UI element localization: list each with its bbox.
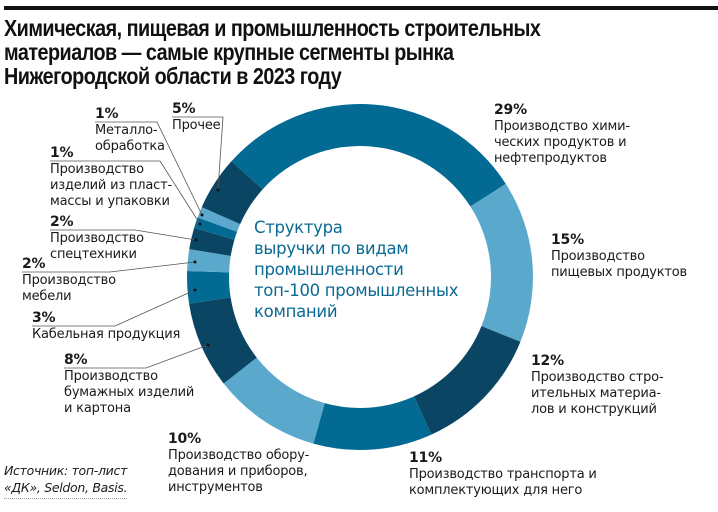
leader-lines bbox=[22, 116, 224, 369]
leader-dot-paper bbox=[206, 343, 210, 347]
label-furniture: 2% Производство мебели bbox=[22, 256, 116, 305]
label-transport-text: Производство транспорта и комплектующих … bbox=[409, 467, 597, 498]
label-transport: 11% Производство транспорта и комплектую… bbox=[409, 450, 597, 499]
label-food-pct: 15% bbox=[551, 232, 584, 248]
label-furniture-pct: 2% bbox=[22, 256, 46, 272]
leader-line-furniture bbox=[22, 261, 196, 273]
label-chemical-text: Производство хими- ческих продуктов и не… bbox=[494, 119, 630, 166]
donut-slice bbox=[189, 227, 235, 256]
label-plastic-text: Производство изделий из пласт- массы и у… bbox=[50, 162, 172, 209]
leader-dot-furniture bbox=[193, 260, 197, 264]
donut-slice bbox=[223, 357, 325, 444]
title-line-1: Химическая, пищевая и промышленность стр… bbox=[4, 15, 541, 41]
donut-slice bbox=[470, 183, 533, 342]
source-note: Источник: топ-лист «ДК», Seldon, Basis. bbox=[4, 462, 128, 499]
label-cable: 3% Кабельная продукция bbox=[32, 310, 180, 343]
label-spectech-text: Производство спецтехники bbox=[50, 231, 144, 262]
label-metal-text: Металло- обработка bbox=[95, 123, 165, 154]
label-equipment-text: Производство обору- дования и приборов, … bbox=[168, 448, 310, 495]
label-paper-text: Производство бумажных изделий и картона bbox=[64, 369, 195, 416]
label-chemical: 29% Производство хими- ческих продуктов … bbox=[494, 102, 630, 167]
label-equipment: 10% Производство обору- дования и прибор… bbox=[168, 431, 309, 496]
leader-dot-cable bbox=[193, 288, 197, 292]
leader-line-other bbox=[172, 116, 224, 191]
label-cable-text: Кабельная продукция bbox=[32, 327, 181, 342]
leader-line-metal bbox=[95, 121, 203, 216]
donut-slice bbox=[187, 270, 231, 304]
leader-line-spectech bbox=[50, 229, 197, 241]
label-plastic: 1% Производство изделий из пласт- массы … bbox=[50, 145, 172, 210]
leader-line-cable bbox=[32, 289, 196, 327]
label-spectech: 2% Производство спецтехники bbox=[50, 214, 144, 263]
label-construction-text: Производство стро- ительных материа- лов… bbox=[531, 370, 664, 417]
donut-slice bbox=[231, 103, 506, 207]
title-line-2: материалов — самые крупные сегменты рынк… bbox=[4, 39, 454, 65]
chart-title: Химическая, пищевая и промышленность стр… bbox=[4, 16, 606, 88]
label-spectech-pct: 2% bbox=[50, 214, 74, 230]
label-cable-pct: 3% bbox=[32, 310, 56, 326]
donut-slices bbox=[187, 103, 533, 450]
donut-slice bbox=[414, 326, 521, 435]
label-paper: 8% Производство бумажных изделий и карто… bbox=[64, 352, 194, 417]
label-other-text: Прочее bbox=[172, 118, 221, 133]
label-equipment-pct: 10% bbox=[168, 431, 201, 447]
label-food-text: Производство пищевых продуктов bbox=[551, 249, 687, 280]
label-other: 5% Прочее bbox=[172, 101, 221, 134]
leader-line-paper bbox=[64, 344, 209, 369]
label-furniture-text: Производство мебели bbox=[22, 273, 116, 304]
donut-slice bbox=[197, 207, 241, 232]
donut-slice bbox=[313, 396, 432, 450]
label-food: 15% Производство пищевых продуктов bbox=[551, 232, 687, 281]
label-metal: 1% Металло- обработка bbox=[95, 106, 165, 155]
leader-dot-other bbox=[216, 188, 220, 192]
label-plastic-pct: 1% bbox=[50, 145, 74, 161]
label-construction-pct: 12% bbox=[531, 353, 564, 369]
leader-dot-plastic bbox=[198, 222, 202, 226]
leader-dot-metal bbox=[200, 213, 204, 217]
label-other-pct: 5% bbox=[172, 101, 196, 117]
label-construction: 12% Производство стро- ительных материа-… bbox=[531, 353, 664, 418]
center-label: Структура выручки по видам промышленност… bbox=[254, 218, 459, 321]
label-transport-pct: 11% bbox=[409, 450, 442, 466]
leader-line-plastic bbox=[50, 160, 201, 225]
donut-slice bbox=[187, 249, 231, 273]
label-metal-pct: 1% bbox=[95, 106, 119, 122]
title-line-3: Нижегородской области в 2023 году bbox=[4, 63, 342, 89]
top-rule bbox=[4, 6, 718, 10]
donut-slice bbox=[194, 217, 238, 240]
label-paper-pct: 8% bbox=[64, 352, 88, 368]
label-chemical-pct: 29% bbox=[494, 102, 527, 118]
leader-dot-spectech bbox=[194, 238, 198, 242]
donut-slice bbox=[201, 161, 263, 225]
donut-slice bbox=[189, 297, 257, 384]
